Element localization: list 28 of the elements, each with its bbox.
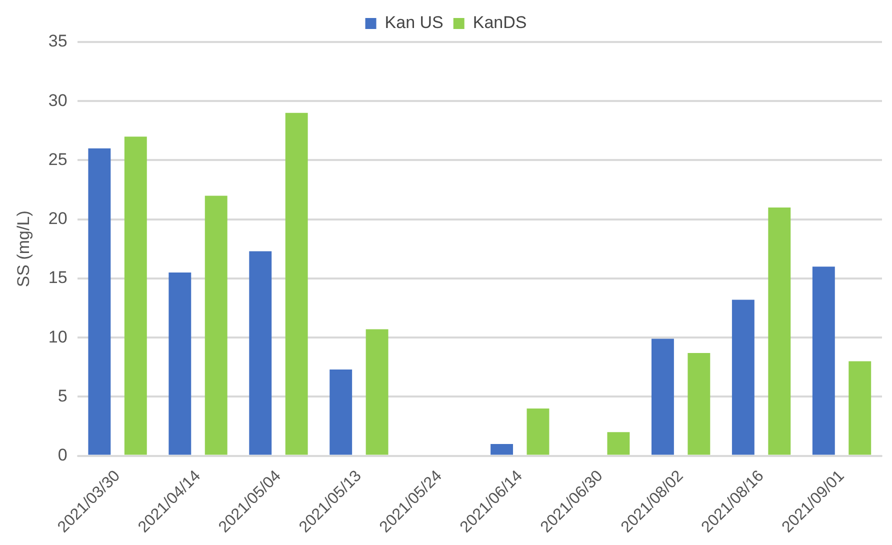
y-tick-label: 0 bbox=[58, 445, 68, 464]
y-tick-label: 30 bbox=[48, 90, 68, 110]
bar bbox=[526, 408, 550, 455]
bar bbox=[651, 338, 674, 455]
bar bbox=[366, 329, 388, 455]
bar bbox=[124, 136, 147, 455]
y-tick-label: 5 bbox=[58, 386, 68, 406]
bar bbox=[285, 112, 308, 455]
y-axis-title: SS (mg/L) bbox=[14, 210, 33, 288]
bar bbox=[732, 300, 754, 455]
bar bbox=[768, 208, 791, 455]
y-tick-label: 35 bbox=[48, 32, 68, 51]
bar bbox=[607, 432, 630, 455]
bar bbox=[688, 352, 710, 455]
y-tick-label: 15 bbox=[48, 268, 68, 288]
legend-label: Kan US bbox=[384, 13, 444, 32]
legend-label: KanDS bbox=[472, 13, 527, 32]
bar bbox=[490, 444, 514, 455]
bar bbox=[812, 266, 835, 455]
y-tick-label: 20 bbox=[48, 209, 68, 228]
bar bbox=[204, 196, 228, 455]
bar bbox=[249, 251, 272, 455]
bar bbox=[848, 361, 872, 455]
y-tick-label: 25 bbox=[48, 150, 68, 169]
bar bbox=[168, 272, 192, 455]
bar bbox=[88, 148, 111, 455]
y-tick-label: 10 bbox=[48, 327, 68, 346]
bar bbox=[330, 369, 352, 455]
